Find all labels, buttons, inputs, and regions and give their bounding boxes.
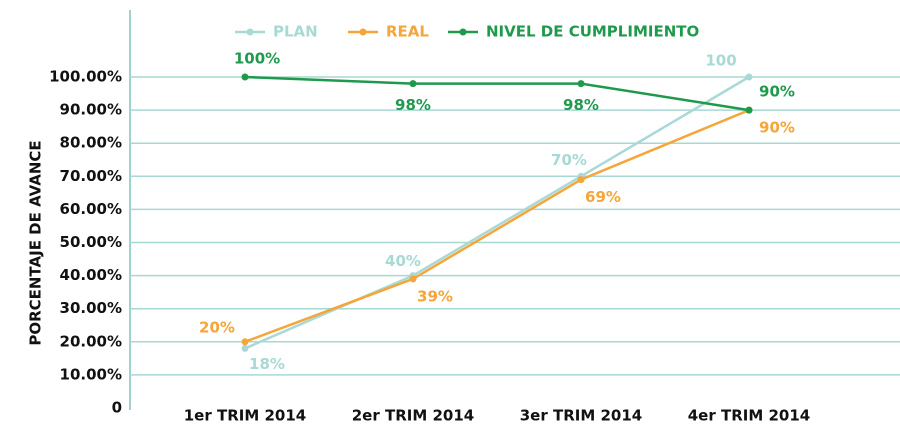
y-tick-label: 40.00% — [60, 266, 122, 284]
series-line — [244, 75, 750, 112]
legend-label: PLAN — [273, 23, 318, 41]
point — [409, 275, 417, 283]
point — [745, 106, 753, 114]
data-label: 90% — [759, 83, 795, 101]
data-label: 20% — [199, 318, 235, 336]
point — [241, 338, 249, 346]
data-label: 40% — [385, 252, 421, 270]
data-label: 98% — [395, 96, 431, 114]
point — [745, 73, 753, 81]
legend-label: REAL — [386, 23, 429, 41]
data-label: 39% — [417, 287, 453, 305]
y-tick-label: 70.00% — [60, 167, 122, 185]
y-tick-label: 50.00% — [60, 233, 122, 251]
y-axis-title: PORCENTAJE DE AVANCE — [27, 140, 45, 345]
y-tick-label: 80.00% — [60, 134, 122, 152]
y-tick-label: 20.00% — [60, 332, 122, 350]
legend-marker — [359, 28, 367, 36]
series-line — [244, 75, 750, 350]
series-line — [244, 108, 750, 343]
x-tick-label: 4er TRIM 2014 — [688, 407, 811, 425]
y-tick-label: 30.00% — [60, 299, 122, 317]
point — [577, 176, 585, 184]
data-label: 70% — [551, 151, 587, 169]
legend-label: NIVEL DE CUMPLIMIENTO — [486, 23, 699, 41]
data-label: 69% — [585, 188, 621, 206]
data-label: 98% — [563, 96, 599, 114]
y-tick-label: 60.00% — [60, 200, 122, 218]
y-tick-label: 90.00% — [60, 101, 122, 119]
data-label: 90% — [759, 119, 795, 137]
data-label: 100 — [705, 52, 736, 70]
legend-marker — [246, 28, 254, 36]
y-tick-label: 100.00% — [49, 68, 122, 86]
y-tick-label: 0 — [112, 399, 122, 417]
point — [241, 73, 249, 81]
y-tick-label: 10.00% — [60, 365, 122, 383]
data-label: 100% — [234, 50, 280, 68]
data-label: 18% — [249, 355, 285, 373]
point — [409, 80, 417, 88]
x-tick-label: 2er TRIM 2014 — [352, 407, 475, 425]
point — [241, 344, 249, 352]
x-tick-label: 3er TRIM 2014 — [520, 407, 643, 425]
x-tick-label: 1er TRIM 2014 — [184, 407, 307, 425]
legend-marker — [459, 28, 467, 36]
point — [577, 80, 585, 88]
